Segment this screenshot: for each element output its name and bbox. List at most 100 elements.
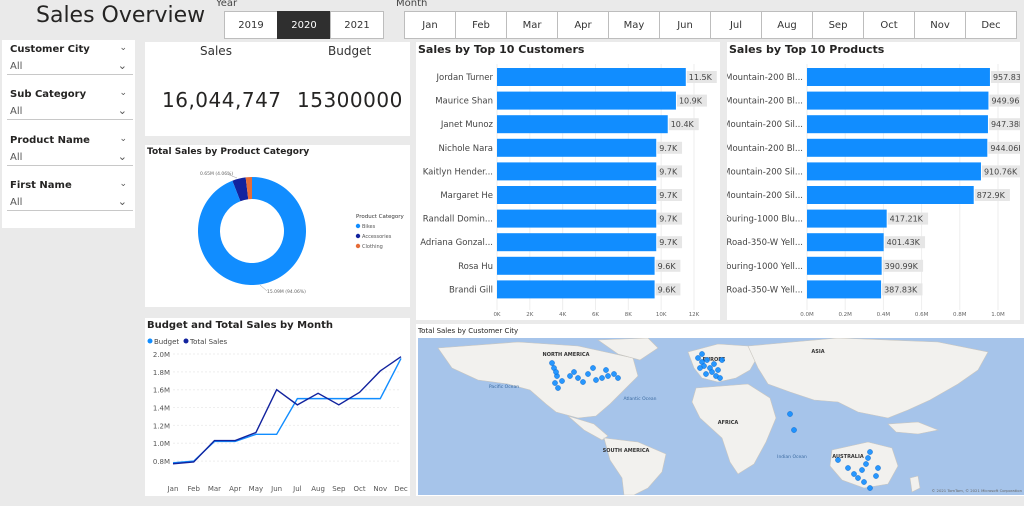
bar [807, 186, 974, 204]
sales-kpi-value: 16,044,747 [162, 88, 282, 112]
donut-slice-clothing [245, 177, 252, 200]
map-bubble [717, 375, 723, 381]
chevron-down-icon[interactable]: ⌄ [119, 88, 127, 98]
customer-city-map[interactable]: NORTH AMERICA EUROPE ASIA AFRICA SOUTH AMERI… [418, 338, 1024, 495]
month-button-apr[interactable]: Apr [557, 11, 609, 39]
month-button-aug[interactable]: Aug [761, 11, 813, 39]
chevron-down-icon[interactable]: ⌄ [119, 134, 127, 144]
x-tick-label: 2K [526, 312, 533, 318]
x-tick-label: Jun [270, 485, 282, 493]
category-label: Mountain-200 Bl... [727, 97, 803, 107]
map-bubble [865, 455, 871, 461]
data-label: 9.7K [659, 191, 678, 200]
month-button-jan[interactable]: Jan [404, 11, 456, 39]
data-label-bg [988, 141, 1020, 154]
bar [807, 256, 882, 275]
annotation-leader [226, 173, 238, 179]
data-label-bg [990, 71, 1020, 83]
donut-chart: 0.65M (4.06%) 15.09M (94.06%) Product Cate… [198, 171, 404, 295]
greenland-landmass [597, 338, 659, 361]
data-label: 9.6K [658, 262, 677, 271]
category-label: Jordan Turner [436, 73, 494, 83]
month-button-mar[interactable]: Mar [506, 11, 558, 39]
chevron-down-icon[interactable]: ⌄ [117, 195, 127, 208]
map-region-label: AFRICA [718, 420, 739, 426]
map-bubble [863, 461, 869, 467]
y-tick-label: 1.2M [153, 422, 170, 430]
category-label: Mountain-200 Bl... [727, 73, 803, 83]
data-label: 872.9K [977, 191, 1006, 200]
filter-value-customer-city[interactable]: All [10, 61, 23, 72]
x-tick-label: Oct [353, 485, 365, 493]
x-tick-label: 1.0M [991, 312, 1005, 318]
year-button-2021[interactable]: 2021 [330, 11, 384, 39]
data-label-bg [668, 118, 699, 131]
map-bubble [549, 360, 555, 366]
y-tick-label: 1.6M [153, 387, 170, 395]
month-button-may[interactable]: May [608, 11, 660, 39]
map-region-label: Pacific Ocean [489, 384, 519, 390]
line-card: Budget and Total Sales by Month Budget To… [145, 318, 410, 496]
bar [497, 186, 657, 204]
map-bubble [861, 479, 867, 485]
map-bubble [709, 369, 715, 375]
new-zealand-landmass [909, 475, 921, 493]
month-button-oct[interactable]: Oct [863, 11, 915, 39]
indonesia-landmass [887, 421, 940, 435]
customers-bar-title: Sales by Top 10 Customers [418, 43, 585, 56]
page-title: Sales Overview [36, 3, 206, 28]
y-tick-label: 1.8M [153, 369, 170, 377]
month-button-feb[interactable]: Feb [455, 11, 507, 39]
category-label: Touring-1000 Yell... [727, 262, 803, 272]
category-label: Mountain-200 Sil... [727, 167, 803, 177]
map-bubble [851, 471, 857, 477]
chevron-down-icon[interactable]: ⌄ [119, 179, 127, 189]
y-tick-label: 1.4M [153, 405, 170, 413]
map-bubble [580, 379, 586, 385]
month-button-jul[interactable]: Jul [710, 11, 762, 39]
map-bubble [585, 371, 591, 377]
year-button-2019[interactable]: 2019 [224, 11, 278, 39]
filter-value-product-name[interactable]: All [10, 152, 23, 163]
chevron-down-icon[interactable]: ⌄ [117, 59, 127, 72]
map-bubble [867, 485, 873, 491]
x-tick-label: May [249, 485, 263, 493]
category-label: Brandi Gill [449, 285, 493, 295]
year-button-2020[interactable]: 2020 [277, 11, 331, 39]
data-label-bg [882, 283, 923, 296]
month-slicer-label: Month [396, 0, 428, 9]
data-label-bg [887, 212, 929, 225]
map-card: Total Sales by Customer City NORTH AMERI… [416, 324, 1024, 496]
month-slicer: Jan Feb Mar Apr May Jun Jul Aug Sep Oct … [404, 11, 1017, 39]
map-bubble [559, 378, 565, 384]
y-tick-label: 0.8M [153, 458, 170, 466]
month-button-sep[interactable]: Sep [812, 11, 864, 39]
chevron-down-icon[interactable]: ⌄ [117, 150, 127, 163]
map-bubble [590, 365, 596, 371]
month-button-nov[interactable]: Nov [914, 11, 966, 39]
category-label: Road-350-W Yell... [727, 238, 803, 248]
bar [497, 280, 655, 299]
filter-value-sub-category[interactable]: All [10, 106, 23, 117]
x-tick-label: 0K [493, 312, 500, 318]
bar [497, 91, 676, 110]
bar [807, 209, 887, 228]
data-label: 910.76K [984, 167, 1018, 176]
legend-marker [355, 243, 361, 249]
africa-landmass [691, 383, 777, 475]
legend-marker [355, 223, 361, 229]
legend-label: Total Sales [189, 338, 228, 346]
chevron-down-icon[interactable]: ⌄ [119, 43, 127, 53]
month-button-jun[interactable]: Jun [659, 11, 711, 39]
slice-annotation: 0.65M (4.06%) [200, 171, 233, 177]
filter-value-first-name[interactable]: All [10, 197, 23, 208]
map-bubble [555, 385, 561, 391]
x-tick-label: Jan [167, 485, 179, 493]
donut-card: Total Sales by Product Category 0.65M (4… [145, 145, 410, 307]
data-label: 401.43K [887, 238, 921, 247]
data-label-bg [657, 141, 683, 154]
data-label: 957.83K [993, 73, 1020, 82]
month-button-dec[interactable]: Dec [965, 11, 1017, 39]
chevron-down-icon[interactable]: ⌄ [117, 104, 127, 117]
data-label: 390.99K [885, 262, 919, 271]
